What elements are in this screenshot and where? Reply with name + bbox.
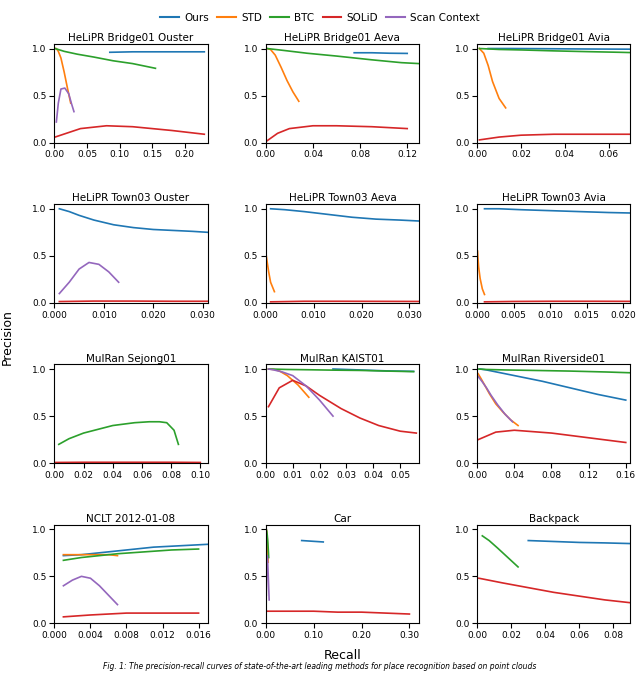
Title: HeLiPR Town03 Aeva: HeLiPR Town03 Aeva xyxy=(289,193,396,204)
Title: HeLiPR Town03 Ouster: HeLiPR Town03 Ouster xyxy=(72,193,189,204)
Legend: Ours, STD, BTC, SOLiD, Scan Context: Ours, STD, BTC, SOLiD, Scan Context xyxy=(156,9,484,27)
Title: MulRan Riverside01: MulRan Riverside01 xyxy=(502,354,605,363)
Title: MulRan Sejong01: MulRan Sejong01 xyxy=(86,354,176,363)
Title: NCLT 2012-01-08: NCLT 2012-01-08 xyxy=(86,514,175,524)
Text: Fig. 1: The precision-recall curves of state-of-the-art leading methods for plac: Fig. 1: The precision-recall curves of s… xyxy=(103,662,537,671)
Text: Precision: Precision xyxy=(1,309,14,365)
Title: HeLiPR Bridge01 Aeva: HeLiPR Bridge01 Aeva xyxy=(284,33,401,43)
Title: HeLiPR Town03 Avia: HeLiPR Town03 Avia xyxy=(502,193,605,204)
Title: HeLiPR Bridge01 Avia: HeLiPR Bridge01 Avia xyxy=(498,33,610,43)
Title: Backpack: Backpack xyxy=(529,514,579,524)
Title: Car: Car xyxy=(333,514,351,524)
Text: Recall: Recall xyxy=(324,648,361,662)
Title: HeLiPR Bridge01 Ouster: HeLiPR Bridge01 Ouster xyxy=(68,33,194,43)
Title: MulRan KAIST01: MulRan KAIST01 xyxy=(300,354,385,363)
